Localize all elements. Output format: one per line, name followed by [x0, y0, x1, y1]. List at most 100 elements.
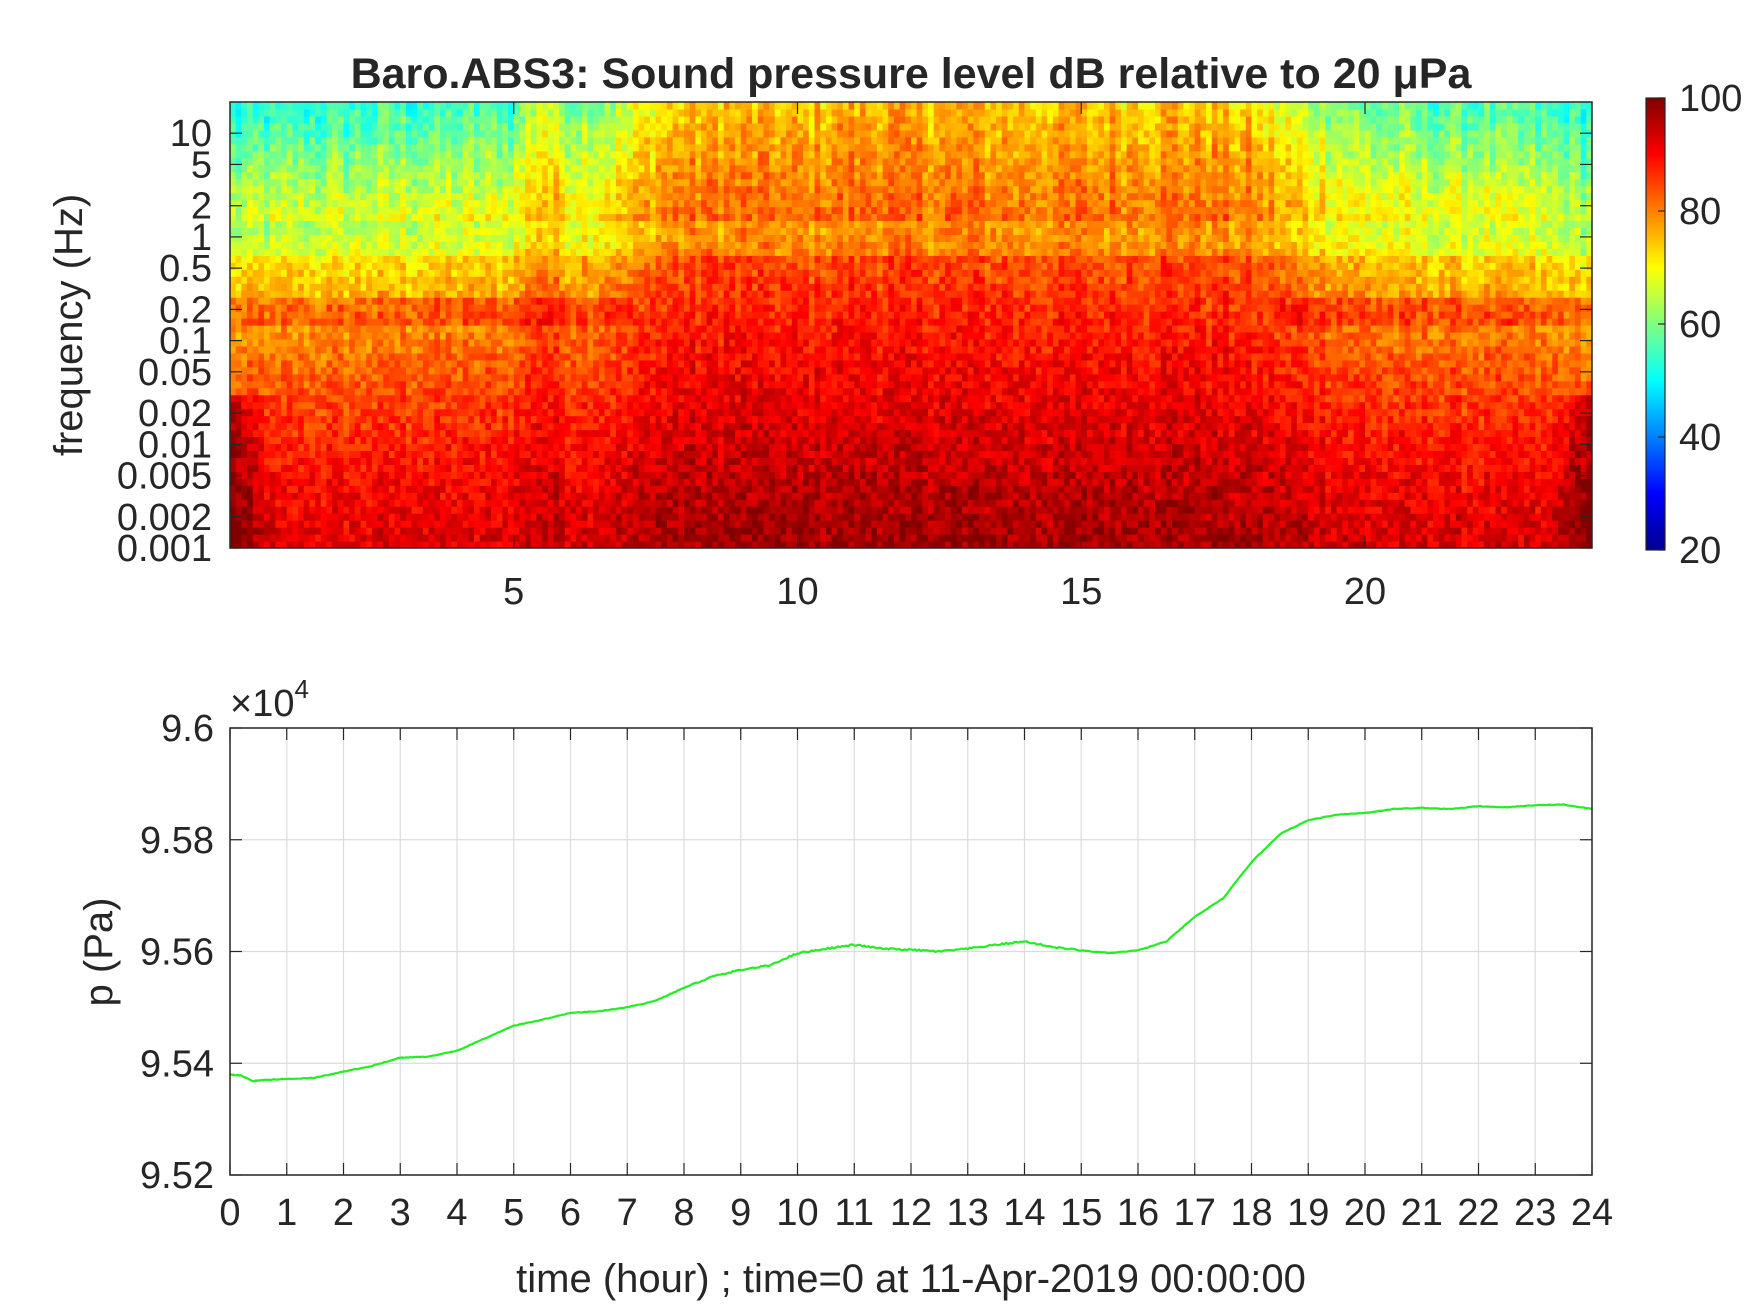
spectrogram-cell	[377, 541, 384, 548]
spectrogram-cell	[371, 380, 379, 389]
spectrogram-cell	[428, 359, 435, 368]
spectrogram-cell	[598, 450, 606, 459]
spectrogram-cell	[298, 541, 305, 548]
spectrogram-cell	[298, 436, 305, 445]
spectrogram-cell	[564, 213, 572, 222]
spectrogram-cell	[666, 311, 674, 319]
spectrogram-cell	[258, 185, 265, 194]
spectrogram-cell	[326, 164, 333, 173]
spectrogram-cell	[343, 387, 350, 396]
spectrogram-cell	[547, 429, 555, 438]
spectrogram-cell	[491, 136, 498, 145]
spectrogram-cell	[411, 506, 418, 514]
spectrogram-cell	[496, 269, 503, 277]
spectrogram-cell	[570, 499, 577, 507]
spectrogram-cell	[655, 471, 662, 479]
spectrogram-cell	[428, 492, 435, 500]
spectrogram-cell	[405, 373, 413, 382]
spectrogram-cell	[530, 290, 538, 298]
spectrogram-cell	[604, 359, 611, 368]
spectrogram-cell	[496, 108, 503, 117]
spectrogram-cell	[320, 534, 328, 542]
spectrogram-cell	[451, 429, 458, 438]
spectrogram-cell	[383, 220, 390, 229]
spectrogram-cell	[525, 534, 532, 542]
spectrogram-cell	[610, 499, 617, 507]
spectrogram-cell	[337, 311, 345, 319]
spectrogram-cell	[281, 150, 288, 159]
spectrogram-cell	[542, 220, 549, 229]
spectrogram-cell	[451, 213, 458, 222]
spectrogram-cell	[621, 220, 628, 229]
spectrogram-cell	[247, 394, 254, 403]
spectrogram-cell	[326, 227, 333, 236]
spectrogram-cell	[491, 436, 498, 445]
spectrogram-cell	[417, 143, 424, 152]
spectrogram-cell	[286, 220, 294, 229]
spectrogram-cell	[457, 164, 464, 173]
spectrogram-cell	[598, 401, 606, 410]
spectrogram-cell	[230, 283, 237, 291]
spectrogram-cell	[661, 283, 668, 291]
spectrogram-cell	[264, 143, 271, 152]
spectrogram-cell	[462, 143, 469, 152]
spectrogram-cell	[320, 318, 328, 326]
spectrogram-cell	[337, 471, 345, 479]
spectrogram-cell	[337, 464, 345, 472]
spectrogram-cell	[315, 401, 322, 410]
spectrogram-cell	[508, 485, 515, 493]
spectrogram-cell	[320, 171, 328, 180]
spectrogram-cell	[343, 290, 350, 298]
spectrogram-cell	[388, 352, 396, 361]
spectrogram-cell	[292, 297, 299, 305]
spectrogram-cell	[264, 206, 271, 215]
spectrogram-cell	[542, 115, 549, 124]
spectrogram-cell	[542, 345, 549, 354]
spectrogram-cell	[417, 457, 424, 465]
spectrogram-cell	[655, 450, 662, 459]
spectrogram-cell	[343, 318, 350, 326]
spectrogram-cell	[247, 422, 254, 431]
spectrogram-cell	[349, 115, 356, 124]
spectrogram-cell	[655, 136, 662, 145]
spectrogram-cell	[298, 178, 305, 187]
spectrogram-cell	[496, 331, 503, 340]
spectrogram-cell	[576, 443, 583, 452]
spectrogram-cell	[491, 150, 498, 159]
spectrogram-cell	[394, 206, 401, 215]
spectrogram-cell	[241, 262, 248, 270]
spectrogram-cell	[525, 290, 532, 298]
spectrogram-cell	[661, 408, 668, 417]
spectrogram-cell	[366, 492, 373, 500]
spectrogram-cell	[349, 283, 356, 291]
spectrogram-cell	[502, 234, 509, 242]
spectrogram-cell	[349, 255, 356, 263]
spectrogram-cell	[309, 206, 316, 215]
spectrogram-cell	[513, 527, 521, 535]
spectrogram-cell	[462, 380, 469, 389]
spectrogram-cell	[326, 415, 333, 424]
spectrogram-cell	[383, 290, 390, 298]
spectrogram-cell	[598, 164, 606, 173]
spectrogram-cell	[298, 185, 305, 194]
spectrogram-cell	[474, 143, 481, 152]
spectrogram-cell	[491, 283, 498, 291]
spectrogram-cell	[615, 450, 623, 459]
spectrogram-cell	[632, 150, 640, 159]
spectrogram-cell	[559, 520, 566, 528]
spectrogram-cell	[587, 157, 594, 166]
spectrogram-cell	[644, 436, 651, 445]
spectrogram-cell	[632, 513, 640, 521]
spectrogram-cell	[269, 331, 276, 340]
spectrogram-cell	[320, 331, 328, 340]
spectrogram-cell	[479, 171, 486, 180]
spectrogram-cell	[428, 380, 435, 389]
spectrogram-cell	[542, 248, 549, 256]
spectrogram-cell	[439, 269, 447, 277]
spectrogram-cell	[638, 443, 645, 452]
spectrogram-cell	[309, 185, 316, 194]
spectrogram-cell	[502, 192, 509, 201]
spectrogram-cell	[394, 269, 401, 277]
spectrogram-cell	[519, 283, 526, 291]
spectrogram-cell	[621, 478, 628, 486]
